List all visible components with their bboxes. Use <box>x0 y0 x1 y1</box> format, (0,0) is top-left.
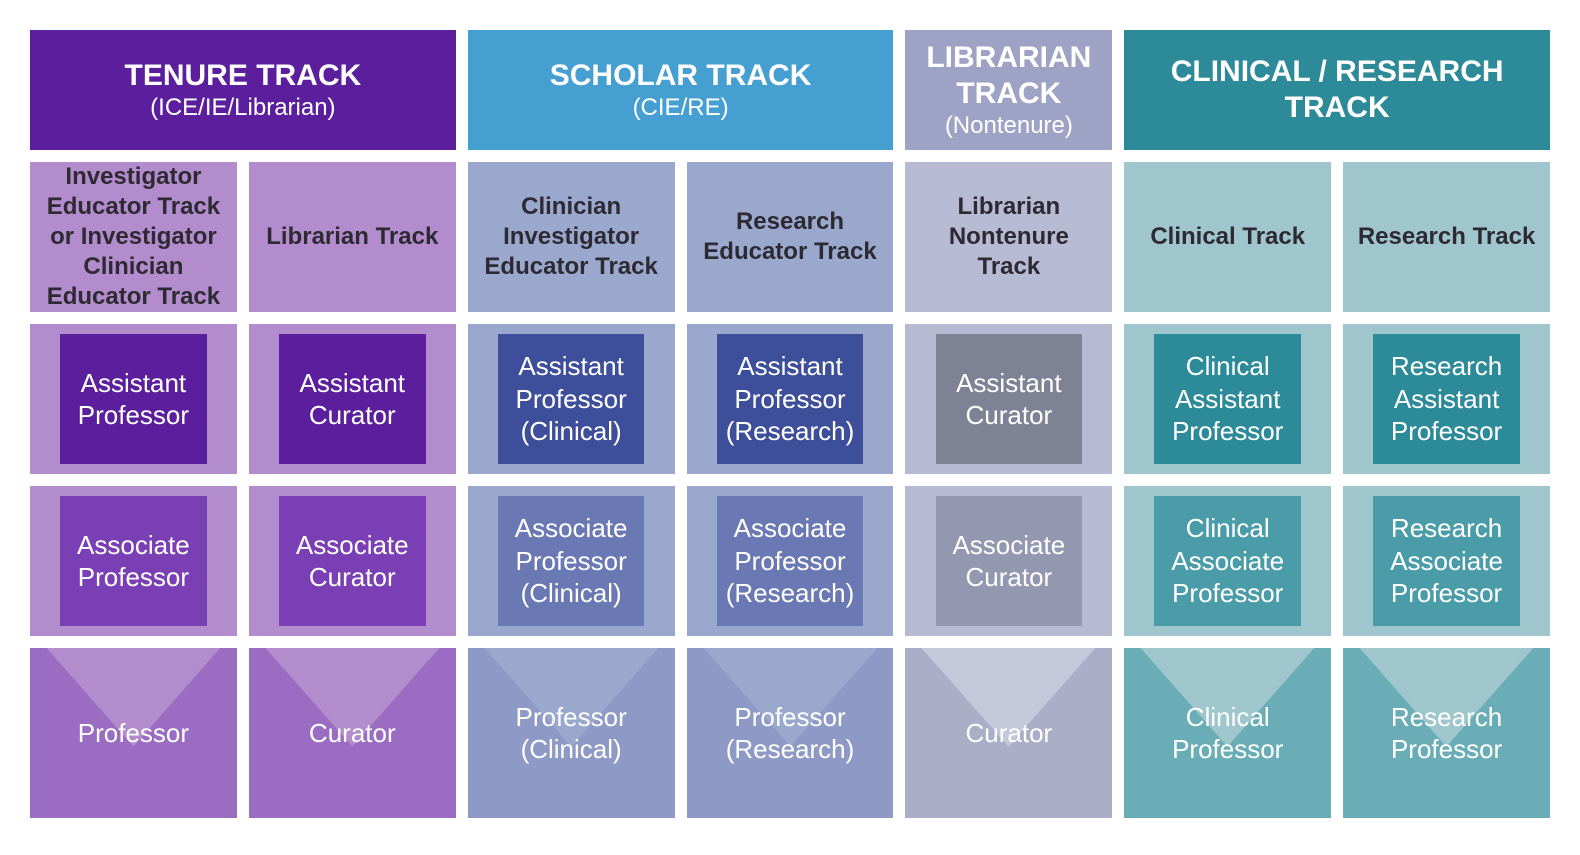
rank-final-ice_ie: Professor <box>30 648 237 818</box>
track-header-scholar: SCHOLAR TRACK(CIE/RE) <box>468 30 894 150</box>
rank-label: Associate Professor <box>60 496 207 626</box>
rank-label: Associate Professor (Research) <box>717 496 864 626</box>
rank-label: Research Associate Professor <box>1373 496 1520 626</box>
subtrack-re: Research Educator Track <box>687 162 894 312</box>
track-header-tenure: TENURE TRACK(ICE/IE/Librarian) <box>30 30 456 150</box>
track-subtitle: (Nontenure) <box>919 112 1098 141</box>
rank-assistant-clinical: Clinical Assistant Professor <box>1124 324 1331 474</box>
track-header-librarian_nt: LIBRARIAN TRACK(Nontenure) <box>905 30 1112 150</box>
subtrack-cie: Clinician Investigator Educator Track <box>468 162 675 312</box>
subtrack-research: Research Track <box>1343 162 1550 312</box>
rank-label: Professor (Research) <box>687 648 894 818</box>
rank-label: Clinical Professor <box>1124 648 1331 818</box>
rank-label: Assistant Professor (Clinical) <box>498 334 645 464</box>
rank-final-librarian_tenure: Curator <box>249 648 456 818</box>
rank-label: Associate Curator <box>279 496 426 626</box>
rank-label: Assistant Professor (Research) <box>717 334 864 464</box>
rank-label: Assistant Professor <box>60 334 207 464</box>
subtrack-ice_ie: Investigator Educator Track or Investiga… <box>30 162 237 312</box>
rank-label: Assistant Curator <box>936 334 1083 464</box>
rank-assistant-librarian_nontenure: Assistant Curator <box>905 324 1112 474</box>
subtrack-clinical: Clinical Track <box>1124 162 1331 312</box>
track-subtitle: (CIE/RE) <box>550 94 812 123</box>
rank-final-re: Professor (Research) <box>687 648 894 818</box>
track-subtitle: (ICE/IE/Librarian) <box>125 94 362 123</box>
rank-label: Professor (Clinical) <box>468 648 675 818</box>
rank-associate-cie: Associate Professor (Clinical) <box>468 486 675 636</box>
track-header-clinical_research: CLINICAL / RESEARCH TRACK <box>1124 30 1550 150</box>
track-grid: TENURE TRACK(ICE/IE/Librarian) SCHOLAR TR… <box>30 30 1550 818</box>
track-title: TENURE TRACK(ICE/IE/Librarian) <box>125 58 362 123</box>
rank-final-librarian_nontenure: Curator <box>905 648 1112 818</box>
rank-final-cie: Professor (Clinical) <box>468 648 675 818</box>
rank-associate-ice_ie: Associate Professor <box>30 486 237 636</box>
track-title: LIBRARIAN TRACK(Nontenure) <box>919 40 1098 141</box>
rank-label: Professor <box>30 648 237 818</box>
diagram-root: TENURE TRACK(ICE/IE/Librarian) SCHOLAR TR… <box>0 0 1580 848</box>
rank-assistant-ice_ie: Assistant Professor <box>30 324 237 474</box>
rank-label: Associate Professor (Clinical) <box>498 496 645 626</box>
rank-final-clinical: Clinical Professor <box>1124 648 1331 818</box>
rank-label: Clinical Associate Professor <box>1154 496 1301 626</box>
track-title: CLINICAL / RESEARCH TRACK <box>1138 54 1536 126</box>
rank-assistant-research: Research Assistant Professor <box>1343 324 1550 474</box>
subtrack-librarian_nontenure: Librarian Nontenure Track <box>905 162 1112 312</box>
rank-label: Research Professor <box>1343 648 1550 818</box>
rank-associate-librarian_nontenure: Associate Curator <box>905 486 1112 636</box>
rank-associate-librarian_tenure: Associate Curator <box>249 486 456 636</box>
rank-associate-clinical: Clinical Associate Professor <box>1124 486 1331 636</box>
rank-final-research: Research Professor <box>1343 648 1550 818</box>
rank-assistant-cie: Assistant Professor (Clinical) <box>468 324 675 474</box>
rank-label: Clinical Assistant Professor <box>1154 334 1301 464</box>
rank-assistant-re: Assistant Professor (Research) <box>687 324 894 474</box>
rank-assistant-librarian_tenure: Assistant Curator <box>249 324 456 474</box>
rank-associate-research: Research Associate Professor <box>1343 486 1550 636</box>
track-title: SCHOLAR TRACK(CIE/RE) <box>550 58 812 123</box>
rank-label: Assistant Curator <box>279 334 426 464</box>
rank-label: Associate Curator <box>936 496 1083 626</box>
rank-label: Curator <box>249 648 456 818</box>
rank-label: Research Assistant Professor <box>1373 334 1520 464</box>
rank-label: Curator <box>905 648 1112 818</box>
subtrack-librarian_tenure: Librarian Track <box>249 162 456 312</box>
rank-associate-re: Associate Professor (Research) <box>687 486 894 636</box>
